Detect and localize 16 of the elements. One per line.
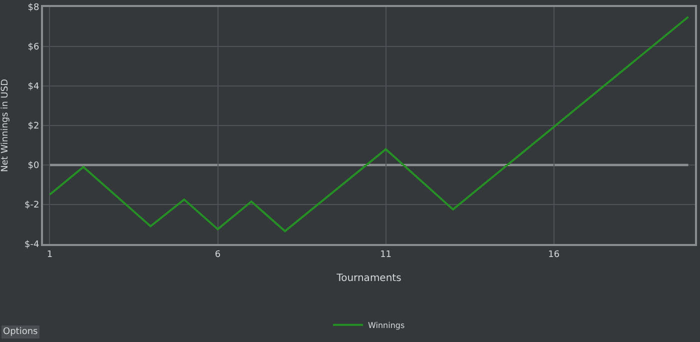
x-axis-title: Tournaments: [336, 272, 402, 284]
line-series: [48, 16, 690, 232]
x-tick-label: 6: [214, 250, 221, 260]
y-tick-label: $-2: [24, 200, 40, 211]
y-axis-title: Net Winnings in USD: [0, 78, 10, 172]
text: Options: [3, 327, 38, 337]
y-tick-label: $-4: [24, 240, 40, 250]
legend-label: Winnings: [368, 320, 405, 330]
x-tick-label: 1: [46, 250, 53, 260]
x-tick-label: 11: [380, 250, 392, 260]
y-tick-label: $6: [28, 42, 40, 53]
y-tick-label: $0: [28, 161, 40, 172]
y-tick-label: $8: [28, 3, 40, 14]
y-tick-label: $4: [28, 82, 40, 92]
y-tick-label: $2: [28, 122, 40, 132]
x-tick-label: 16: [548, 250, 560, 260]
